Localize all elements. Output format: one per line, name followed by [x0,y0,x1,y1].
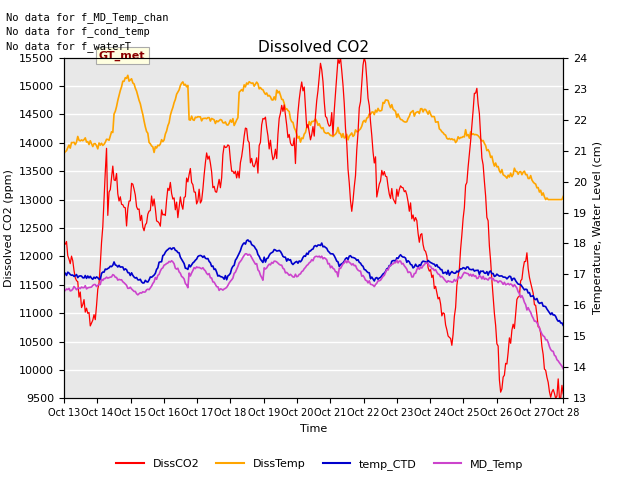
Text: GT_met: GT_met [99,51,145,61]
Text: No data for f_MD_Temp_chan: No data for f_MD_Temp_chan [6,12,169,23]
Y-axis label: Temperature, Water Level (cm): Temperature, Water Level (cm) [593,142,603,314]
Title: Dissolved CO2: Dissolved CO2 [258,40,369,55]
X-axis label: Time: Time [300,424,327,433]
Text: No data for f_cond_temp: No data for f_cond_temp [6,26,150,37]
Y-axis label: Dissolved CO2 (ppm): Dissolved CO2 (ppm) [4,169,13,287]
Legend: DissCO2, DissTemp, temp_CTD, MD_Temp: DissCO2, DissTemp, temp_CTD, MD_Temp [112,455,528,474]
Text: No data for f_waterT: No data for f_waterT [6,41,131,52]
